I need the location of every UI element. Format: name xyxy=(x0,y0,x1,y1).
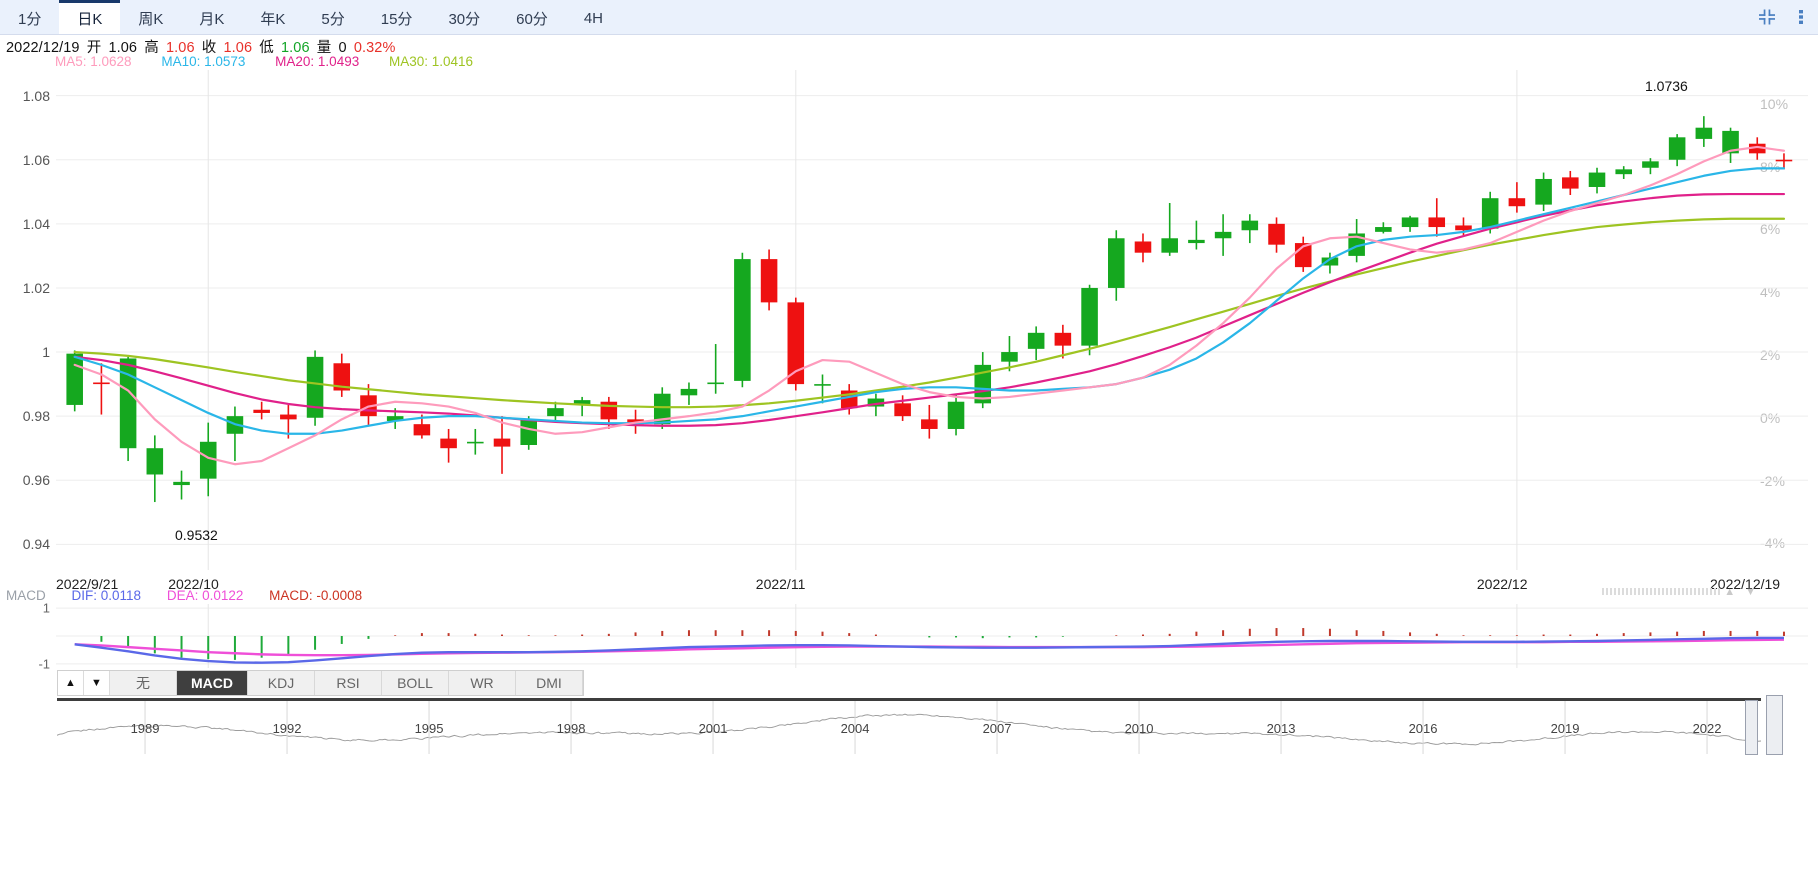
ma-legend: MA5: 1.0628 MA10: 1.0573 MA20: 1.0493 MA… xyxy=(55,54,499,69)
indicator-tab-MACD[interactable]: MACD xyxy=(177,671,248,695)
tab-5分[interactable]: 5分 xyxy=(321,11,345,28)
overview-range-handle[interactable] xyxy=(1745,700,1758,755)
percent-tick: 2% xyxy=(1760,346,1781,363)
price-tick: 1 xyxy=(42,344,50,361)
indicator-up-arrow[interactable]: ▲ xyxy=(58,671,84,695)
price-tick: 1.04 xyxy=(22,215,50,232)
volume-label: 量 xyxy=(316,40,332,56)
macd-y-top: 1 xyxy=(42,600,50,616)
overview-scrollbar[interactable] xyxy=(1766,695,1783,755)
indicator-tab-无[interactable]: 无 xyxy=(110,671,177,695)
timeline-overview[interactable]: 1989 1992 1995 1998 2001 2004 2007 2010 2013 2016… xyxy=(57,698,1761,755)
tab-30分[interactable]: 30分 xyxy=(448,11,481,28)
collapse-fullscreen-icon[interactable] xyxy=(1750,0,1784,34)
macd-dea-value: DEA: 0.0122 xyxy=(166,588,244,603)
percent-tick: 6% xyxy=(1760,221,1781,238)
macd-y-bottom: -1 xyxy=(38,656,50,672)
macd-panel[interactable]: 1 -1 xyxy=(0,600,1818,672)
tab-15分[interactable]: 15分 xyxy=(380,11,413,28)
indicator-tab-DMI[interactable]: DMI xyxy=(516,671,583,695)
overview-sparkline xyxy=(57,701,1761,754)
volume-value: 0 xyxy=(338,40,347,56)
high-label: 高 xyxy=(144,40,159,56)
date-tick: 2022/9/21 xyxy=(56,576,119,592)
price-axis-left: 0.94 0.96 0.98 1 1.02 1.04 1.06 1.08 xyxy=(0,70,50,570)
indicator-tab-RSI[interactable]: RSI xyxy=(315,671,382,695)
tab-60分[interactable]: 60分 xyxy=(516,11,548,28)
open-value: 1.06 xyxy=(108,40,138,56)
percent-tick: -4% xyxy=(1760,535,1785,552)
price-tick: 1.08 xyxy=(22,87,50,104)
macd-legend: MACD DIF: 0.0118 DEA: 0.0122 MACD: -0.00… xyxy=(6,588,384,603)
macd-dif-value: DIF: 0.0118 xyxy=(71,588,142,603)
chart-scroll-arrows[interactable]: ▲ ▼ xyxy=(1724,586,1756,598)
date-tick: 2022/10 xyxy=(168,576,219,592)
ma10-legend: MA10: 1.0573 xyxy=(161,54,246,69)
close-label: 收 xyxy=(201,40,217,56)
date-tick: 2022/12/19 xyxy=(1710,576,1781,592)
indicator-tab-KDJ[interactable]: KDJ xyxy=(248,671,315,695)
percent-tick: 10% xyxy=(1760,95,1789,112)
timeframe-tabbar: 1分 日K 周K 月K 年K 5分 15分 30分 60分 4H xyxy=(0,0,1818,35)
price-tick: 1.06 xyxy=(22,151,50,168)
more-vertical-icon[interactable] xyxy=(1784,0,1818,34)
price-tick: 0.94 xyxy=(22,536,50,553)
tab-周K[interactable]: 周K xyxy=(138,11,164,28)
low-price-annotation: 0.9532 xyxy=(175,527,218,543)
macd-hist-value: MACD: -0.0008 xyxy=(269,588,363,603)
high-price-annotation: 1.0736 xyxy=(1645,78,1688,94)
indicator-down-arrow[interactable]: ▼ xyxy=(84,671,110,695)
price-tick: 0.98 xyxy=(22,408,50,425)
low-label: 低 xyxy=(259,40,274,56)
tab-4H[interactable]: 4H xyxy=(583,10,603,27)
tab-月K[interactable]: 月K xyxy=(199,11,225,28)
percent-tick: 8% xyxy=(1760,158,1781,175)
candlestick-plot[interactable] xyxy=(56,70,1808,570)
tabbar-spacer xyxy=(621,0,1750,34)
scroll-down-arrow-icon[interactable]: ▼ xyxy=(1745,586,1756,598)
macd-title: MACD xyxy=(6,588,46,603)
price-tick: 1.02 xyxy=(22,279,50,296)
tab-日K[interactable]: 日K xyxy=(59,0,121,34)
change-percent: 0.32% xyxy=(353,40,396,56)
ma30-legend: MA30: 1.0416 xyxy=(388,54,474,69)
date-axis: 2022/9/21 2022/10 2022/11 2022/12 2022/12/19 xyxy=(0,572,1818,596)
indicator-tab-WR[interactable]: WR xyxy=(449,671,516,695)
macd-dotted-band xyxy=(1602,588,1720,595)
high-value: 1.06 xyxy=(165,40,195,56)
scroll-up-arrow-icon[interactable]: ▲ xyxy=(1724,586,1736,598)
percent-tick: 0% xyxy=(1760,409,1781,426)
close-value: 1.06 xyxy=(223,40,253,56)
date-tick: 2022/11 xyxy=(755,576,806,592)
tab-年K[interactable]: 年K xyxy=(260,11,286,28)
date-tick: 2022/12 xyxy=(1476,576,1528,592)
indicator-tabbar: ▲ ▼ 无 MACD KDJ RSI BOLL WR DMI xyxy=(57,670,584,696)
indicator-tab-BOLL[interactable]: BOLL xyxy=(382,671,449,695)
tab-1分[interactable]: 1分 xyxy=(18,11,42,28)
open-label: 开 xyxy=(86,40,102,56)
price-tick: 0.96 xyxy=(22,472,50,489)
ma20-legend: MA20: 1.0493 xyxy=(275,54,360,69)
low-value: 1.06 xyxy=(281,40,310,56)
quote-date: 2022/12/19 xyxy=(6,40,80,56)
macd-svg xyxy=(56,604,1808,668)
quote-info-line: 2022/12/19 开 1.06 高 1.06 收 1.06 低 1.06 量… xyxy=(6,36,398,57)
ma5-legend: MA5: 1.0628 xyxy=(55,54,132,69)
candlestick-svg xyxy=(56,70,1808,570)
